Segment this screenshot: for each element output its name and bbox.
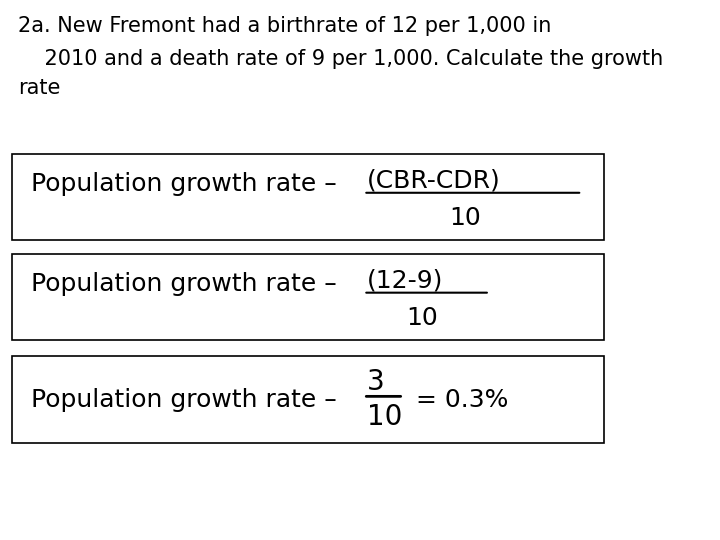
Text: 2a. New Fremont had a birthrate of 12 per 1,000 in: 2a. New Fremont had a birthrate of 12 pe… xyxy=(19,16,552,36)
Text: 3: 3 xyxy=(366,368,384,396)
Text: Population growth rate –: Population growth rate – xyxy=(31,172,345,195)
FancyBboxPatch shape xyxy=(12,356,603,443)
Text: (CBR-CDR): (CBR-CDR) xyxy=(366,169,500,193)
Text: = 0.3%: = 0.3% xyxy=(416,388,508,411)
Text: 10: 10 xyxy=(449,206,481,230)
Text: 10: 10 xyxy=(406,306,438,329)
FancyBboxPatch shape xyxy=(12,154,603,240)
Text: 10: 10 xyxy=(366,403,402,431)
FancyBboxPatch shape xyxy=(12,254,603,340)
Text: (12-9): (12-9) xyxy=(366,269,443,293)
Text: 2010 and a death rate of 9 per 1,000. Calculate the growth: 2010 and a death rate of 9 per 1,000. Ca… xyxy=(19,49,664,69)
Text: rate: rate xyxy=(19,78,61,98)
Text: Population growth rate –: Population growth rate – xyxy=(31,388,345,411)
Text: Population growth rate –: Population growth rate – xyxy=(31,272,345,295)
